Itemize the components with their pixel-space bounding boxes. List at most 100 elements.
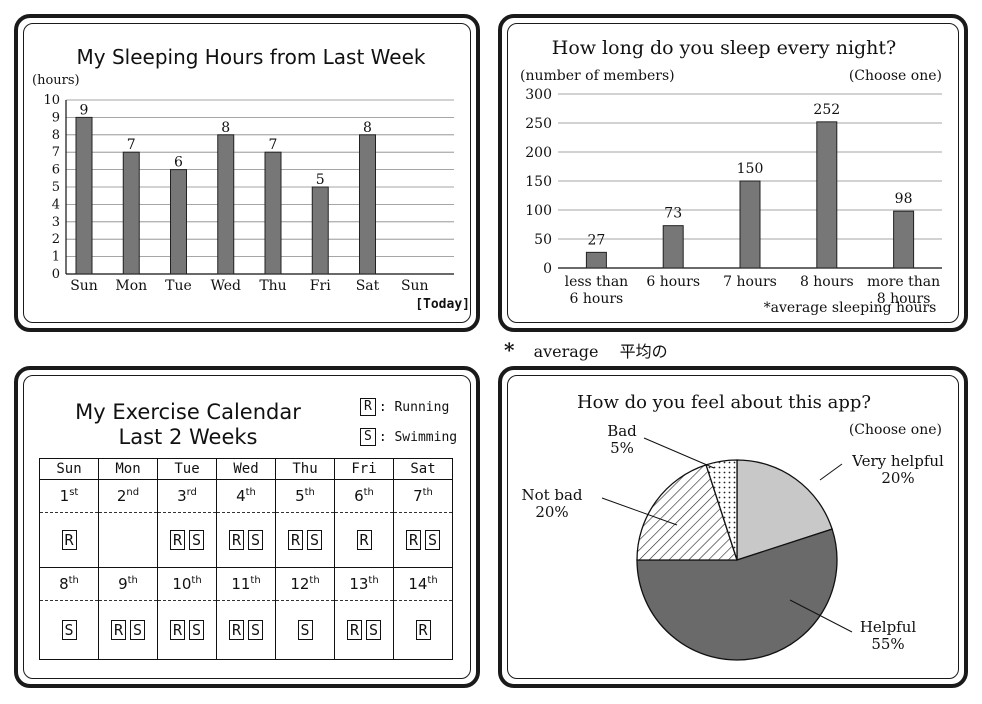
calendar-date-suffix: th xyxy=(127,575,138,586)
sleep-week-panel: My Sleeping Hours from Last Week (hours) 0… xyxy=(14,14,480,332)
running-mark: R xyxy=(61,530,77,550)
calendar-date-cell: 8th xyxy=(39,567,99,601)
chart2-ytick-label: 0 xyxy=(543,261,552,277)
sleep-week-chart: My Sleeping Hours from Last Week (hours) 0… xyxy=(32,45,470,312)
calendar-date-suffix: th xyxy=(304,487,315,498)
calendar-date-cell: 6th xyxy=(334,479,394,513)
chart2-ytick-label: 250 xyxy=(525,116,552,132)
chart2-bar xyxy=(893,210,915,269)
chart2-title: How long do you sleep every night? xyxy=(552,37,897,59)
legend-swimming-code: S xyxy=(360,428,376,446)
chart1-data-label: 6 xyxy=(174,155,183,171)
running-mark: R xyxy=(288,530,303,550)
chart2-bar xyxy=(585,251,607,269)
chart1-today-label: [Today] xyxy=(415,297,470,312)
chart3-leader-line xyxy=(601,497,678,526)
chart1-ytick-label: 6 xyxy=(52,163,60,178)
chart1-ytick-label: 8 xyxy=(52,128,60,143)
chart1-data-label: 9 xyxy=(80,102,89,118)
calendar-activity-cell: S xyxy=(39,600,99,660)
calendar-activity-cell: R xyxy=(39,512,99,568)
chart1-ytick-label: 0 xyxy=(52,267,60,282)
calendar-day-header: Sun xyxy=(39,458,99,480)
chart3-leader-line xyxy=(643,437,715,469)
chart1-bar xyxy=(264,151,282,275)
chart1-bar xyxy=(75,116,93,275)
chart3-slice-label: Not bad xyxy=(521,486,582,504)
chart1-bar xyxy=(359,134,376,275)
legend-running: R : Running xyxy=(360,398,449,416)
running-mark: R xyxy=(415,620,431,640)
calendar-day-header: Fri xyxy=(334,458,394,480)
footnote-word: average xyxy=(533,342,599,361)
calendar-day-header: Thu xyxy=(275,458,335,480)
chart2-choose-label: (Choose one) xyxy=(849,68,942,84)
calendar-date-suffix: th xyxy=(363,487,374,498)
calendar-title: My Exercise Calendar Last 2 Weeks xyxy=(58,400,318,450)
calendar-date-suffix: th xyxy=(368,575,379,586)
chart2-xtick-label: more than xyxy=(867,274,940,290)
chart1-xtick-label: Wed xyxy=(211,278,242,294)
feel-survey-panel: How do you feel about this app? (Choose o… xyxy=(498,366,968,688)
calendar-date-cell: 2nd xyxy=(98,479,158,513)
calendar-date-suffix: st xyxy=(69,487,79,498)
chart3-slice-label: Bad xyxy=(607,422,637,440)
calendar-title-line1: My Exercise Calendar xyxy=(75,400,301,424)
chart1-ytick-label: 3 xyxy=(52,215,60,230)
chart2-xtick-label: 6 hours xyxy=(646,274,700,290)
chart1-ytick-label: 9 xyxy=(52,110,60,125)
footnote-star: * xyxy=(504,338,515,362)
calendar-date-suffix: th xyxy=(191,575,202,586)
chart1-unit-label: (hours) xyxy=(32,73,80,88)
chart2-xtick-label: 8 hours xyxy=(800,274,854,290)
chart2-ytick-label: 200 xyxy=(525,145,552,161)
swimming-mark: S xyxy=(366,620,381,640)
chart1-data-label: 8 xyxy=(363,120,372,136)
chart1-title: My Sleeping Hours from Last Week xyxy=(77,45,426,69)
chart1-xtick-label: Tue xyxy=(165,278,192,294)
calendar-date-suffix: th xyxy=(422,487,433,498)
swimming-mark: S xyxy=(189,620,204,640)
calendar-activity-cell: S xyxy=(275,600,335,660)
running-mark: R xyxy=(356,530,372,550)
chart3-slice xyxy=(636,528,838,661)
chart2-xtick-label: 8 hours xyxy=(877,291,931,307)
exercise-calendar-panel-frame xyxy=(23,375,471,679)
chart2-ytick-label: 50 xyxy=(534,232,552,248)
calendar-day-header: Tue xyxy=(157,458,217,480)
chart2-ytick-label: 300 xyxy=(525,87,552,103)
running-mark: R xyxy=(347,620,362,640)
chart3-slice xyxy=(636,464,738,561)
chart3-choose-label: (Choose one) xyxy=(849,422,942,438)
sleep-survey-chart: How long do you sleep every night? (numbe… xyxy=(520,37,942,316)
footnote-gloss: * average 平均の xyxy=(504,338,668,362)
calendar-date-cell: 5th xyxy=(275,479,335,513)
calendar-table: Sun Mon Tue Wed Thu Fri Sat 1st 2nd 3rd 4th 5th 6th 7… xyxy=(39,458,453,660)
chart2-bar xyxy=(662,225,684,269)
calendar-day-header: Mon xyxy=(98,458,158,480)
chart2-data-label: 98 xyxy=(895,191,913,207)
chart3-slice-value-label: 20% xyxy=(535,503,568,521)
running-mark: R xyxy=(170,620,185,640)
calendar-date-cell: 9th xyxy=(98,567,158,601)
running-mark: R xyxy=(229,530,244,550)
chart2-ytick-label: 100 xyxy=(525,203,552,219)
chart3-slice-label: Very helpful xyxy=(851,452,944,470)
calendar-date-suffix: th xyxy=(245,487,256,498)
chart1-bar xyxy=(217,134,235,275)
chart2-bar xyxy=(739,180,761,269)
running-mark: R xyxy=(229,620,244,640)
calendar-day-header: Sat xyxy=(393,458,453,480)
calendar-date-suffix: th xyxy=(68,575,79,586)
chart1-ytick-label: 1 xyxy=(52,250,60,265)
running-mark: R xyxy=(170,530,185,550)
chart2-ytick-label: 150 xyxy=(525,174,552,190)
calendar-date-suffix: rd xyxy=(186,487,197,498)
swimming-mark: S xyxy=(307,530,322,550)
